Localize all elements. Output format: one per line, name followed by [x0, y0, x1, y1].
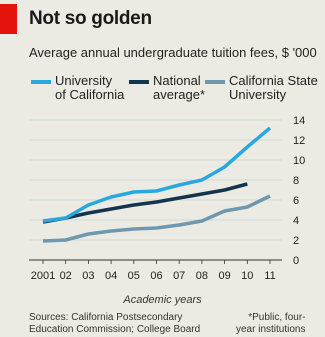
legend-swatch-national-average [129, 80, 149, 84]
x-axis-tick-labels: 2001 02 03 04 05 06 07 08 09 10 11 [31, 260, 276, 282]
footnote: *Public, four- year institutions [236, 312, 306, 335]
y-tick-label: 2 [293, 235, 299, 247]
gridlines [29, 119, 282, 261]
x-tick-label: 09 [218, 270, 230, 282]
y-tick-label: 0 [293, 255, 299, 267]
legend-label-university-of-california: University of California [55, 73, 125, 102]
series-lines [42, 126, 272, 243]
y-tick-label: 4 [293, 215, 299, 227]
legend-label-national-average: National average* [153, 73, 206, 102]
series-line-california-state-university [42, 194, 271, 243]
y-tick-label: 10 [293, 155, 305, 167]
y-tick-label: 8 [293, 175, 299, 187]
legend-label-california-state-university: California State University [229, 73, 318, 102]
chart-title: Not so golden [29, 8, 152, 29]
series-line-university-of-california [42, 126, 272, 223]
legend-swatch-university-of-california [31, 80, 51, 84]
y-tick-label: 12 [293, 135, 305, 147]
x-tick-label: 04 [105, 270, 117, 282]
x-tick-label: 2001 [31, 270, 55, 282]
y-axis-tick-labels: 0 2 4 6 8 10 12 14 [293, 115, 305, 267]
sources-note: Sources: California Postsecondary Educat… [29, 312, 201, 335]
series-line-national-average [42, 182, 248, 224]
red-tag-decoration [0, 4, 17, 34]
y-tick-label: 14 [293, 115, 305, 127]
x-tick-label: 11 [264, 270, 275, 282]
x-axis-label: Academic years [123, 294, 202, 306]
legend-swatch-california-state-university [205, 80, 225, 84]
x-tick-label: 06 [150, 270, 162, 282]
x-tick-label: 08 [196, 270, 208, 282]
x-tick-label: 10 [241, 270, 253, 282]
x-tick-label: 02 [60, 270, 72, 282]
y-tick-label: 6 [293, 195, 299, 207]
chart-subtitle: Average annual undergraduate tuition fee… [29, 45, 317, 60]
x-tick-label: 07 [173, 270, 185, 282]
x-tick-label: 03 [82, 270, 94, 282]
x-tick-label: 05 [128, 270, 140, 282]
